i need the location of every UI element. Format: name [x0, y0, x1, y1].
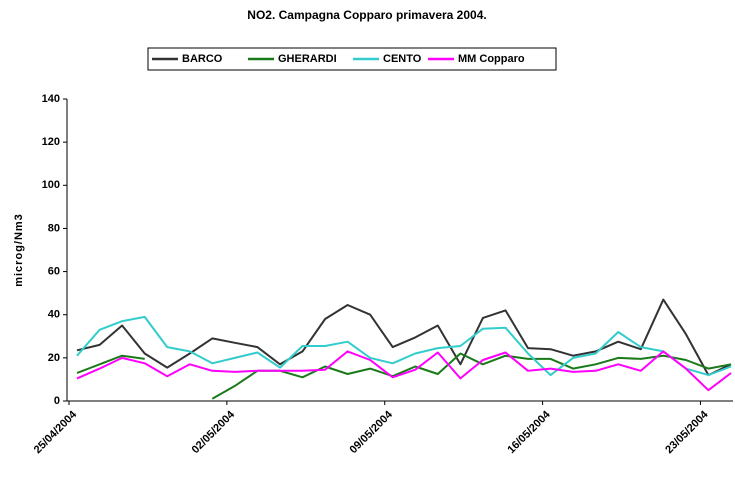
x-tick-label: 23/05/2004	[663, 408, 711, 456]
legend-label: GHERARDI	[278, 53, 337, 65]
y-axis-label: microg/Nm3	[13, 213, 25, 287]
legend-label: MM Copparo	[458, 53, 525, 65]
y-tick-label: 120	[42, 136, 60, 148]
legend-label: CENTO	[383, 53, 422, 65]
legend-label: BARCO	[182, 53, 223, 65]
x-tick-label: 09/05/2004	[347, 408, 395, 456]
series-line	[76, 352, 732, 400]
x-tick-label: 02/05/2004	[190, 408, 238, 456]
y-tick-label: 40	[48, 309, 60, 321]
chart-title: NO2. Campagna Copparo primavera 2004.	[247, 8, 486, 22]
series-line	[76, 298, 732, 377]
x-tick-label: 25/04/2004	[32, 408, 80, 456]
y-tick-label: 140	[42, 93, 60, 105]
y-tick-label: 100	[42, 179, 60, 191]
y-tick-label: 20	[48, 352, 60, 364]
legend-box	[147, 47, 557, 71]
y-tick-label: 0	[54, 395, 60, 407]
x-tick-label: 16/05/2004	[505, 408, 553, 456]
y-tick-label: 80	[48, 222, 60, 234]
series-line	[76, 350, 732, 392]
series-line	[76, 315, 732, 377]
y-tick-label: 60	[48, 265, 60, 277]
